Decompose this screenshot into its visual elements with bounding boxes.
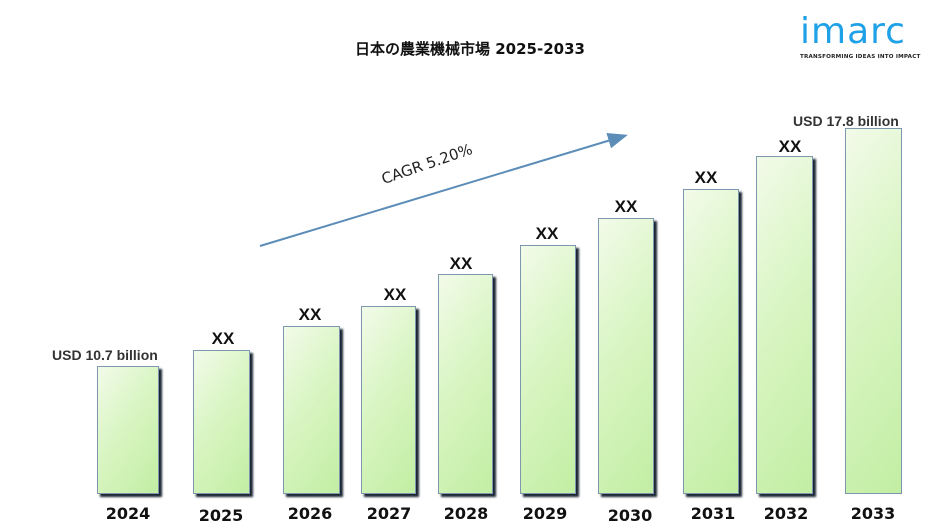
year-label: 2033	[850, 504, 896, 523]
bar-value-label: XX	[298, 305, 322, 324]
imarc-logo: imarc TRANSFORMING IDEAS INTO IMPACT	[800, 11, 930, 61]
year-label: 2028	[443, 504, 489, 523]
year-label: 2029	[522, 504, 568, 523]
bar-2028	[438, 274, 493, 494]
logo-tagline: TRANSFORMING IDEAS INTO IMPACT	[800, 54, 921, 60]
bar-2033	[845, 128, 902, 494]
year-label: 2030	[607, 506, 653, 525]
year-label: 2024	[105, 504, 151, 523]
year-label: 2027	[366, 504, 412, 523]
bar-value-label: XX	[211, 329, 235, 348]
bar-2029	[520, 245, 576, 494]
bar-value-label: XX	[614, 197, 638, 216]
bar-2026	[283, 326, 340, 494]
chart-title: 日本の農業機械市場 2025-2033	[355, 40, 585, 58]
bar-value-label: XX	[383, 285, 407, 304]
year-label: 2032	[763, 504, 809, 523]
year-label: 2026	[287, 504, 333, 523]
bar-value-label: XX	[535, 224, 559, 243]
bar-2025	[193, 350, 250, 494]
start-value-label: USD 10.7 billion	[52, 347, 158, 363]
bar-2027	[361, 306, 416, 494]
bar-2030	[598, 218, 654, 494]
bar-value-label: XX	[694, 168, 718, 187]
year-label: 2031	[690, 504, 736, 523]
end-value-label: USD 17.8 billion	[793, 113, 899, 129]
bar-2031	[683, 189, 739, 494]
logo-wordmark: imarc	[800, 11, 906, 52]
year-label: 2025	[198, 506, 244, 525]
bar-2032	[756, 156, 813, 494]
bar-value-label: XX	[778, 137, 802, 156]
bar-value-label: XX	[449, 254, 473, 273]
bar-2024	[97, 366, 159, 494]
